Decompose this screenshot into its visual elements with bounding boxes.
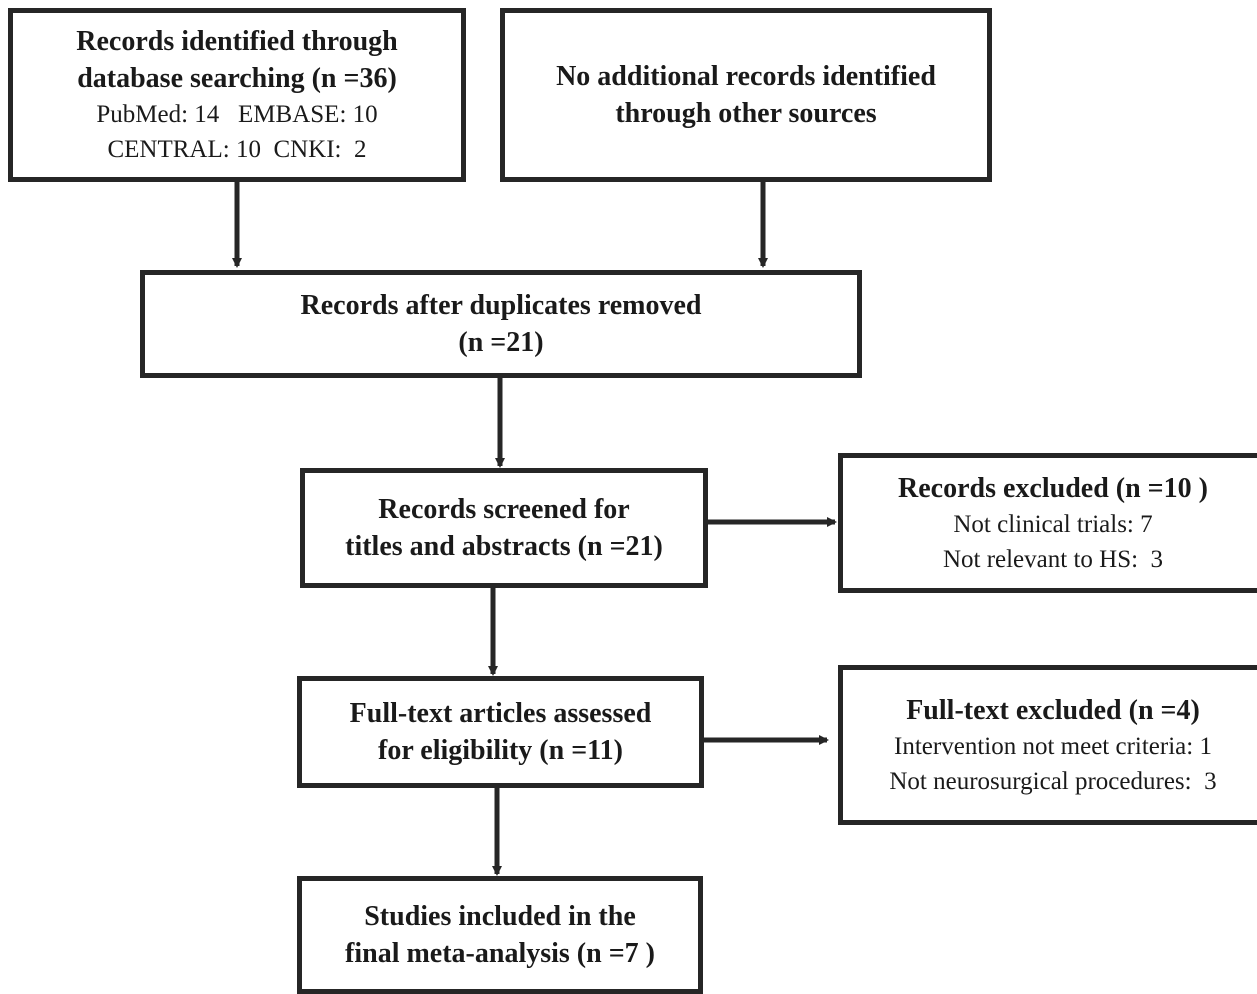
records-excluded-box: Records excluded (n =10 ) Not clinical t…	[838, 453, 1257, 593]
identified-title-line1: Records identified through	[76, 26, 398, 57]
other-sources-line2: through other sources	[615, 98, 877, 129]
included-line1: Studies included in the	[364, 901, 636, 932]
identified-box: Records identified through database sear…	[8, 8, 466, 182]
fulltext-excluded-reason2: Not neurosurgical procedures: 3	[889, 767, 1217, 795]
records-excluded-title: Records excluded (n =10 )	[898, 472, 1208, 504]
included-line2: final meta-analysis (n =7 )	[345, 938, 655, 969]
fulltext-excluded-reason1: Intervention not meet criteria: 1	[894, 732, 1212, 760]
eligibility-line1: Full-text articles assessed	[349, 698, 652, 729]
deduplicated-line2: (n =21)	[458, 327, 544, 358]
other-sources-box: No additional records identified through…	[500, 8, 992, 182]
deduplicated-line1: Records after duplicates removed	[300, 290, 702, 321]
fulltext-excluded-title: Full-text excluded (n =4)	[906, 694, 1200, 726]
identified-title-line2: database searching (n =36)	[77, 63, 397, 94]
screened-line2: titles and abstracts (n =21)	[345, 531, 663, 562]
identified-sources-line1: PubMed: 14 EMBASE: 10	[96, 101, 378, 128]
records-excluded-reason2: Not relevant to HS: 3	[942, 545, 1164, 573]
screened-line1: Records screened for	[378, 494, 630, 525]
screened-box: Records screened for titles and abstract…	[300, 468, 708, 588]
other-sources-line1: No additional records identified	[556, 61, 936, 92]
eligibility-box: Full-text articles assessed for eligibil…	[297, 676, 704, 788]
included-box: Studies included in the final meta-analy…	[297, 876, 703, 994]
records-excluded-reason1: Not clinical trials: 7	[953, 510, 1153, 538]
identified-sources-line2: CENTRAL: 10 CNKI: 2	[107, 136, 367, 163]
eligibility-line2: for eligibility (n =11)	[378, 735, 623, 766]
fulltext-excluded-box: Full-text excluded (n =4) Intervention n…	[838, 665, 1257, 825]
deduplicated-box: Records after duplicates removed (n =21)	[140, 270, 862, 378]
